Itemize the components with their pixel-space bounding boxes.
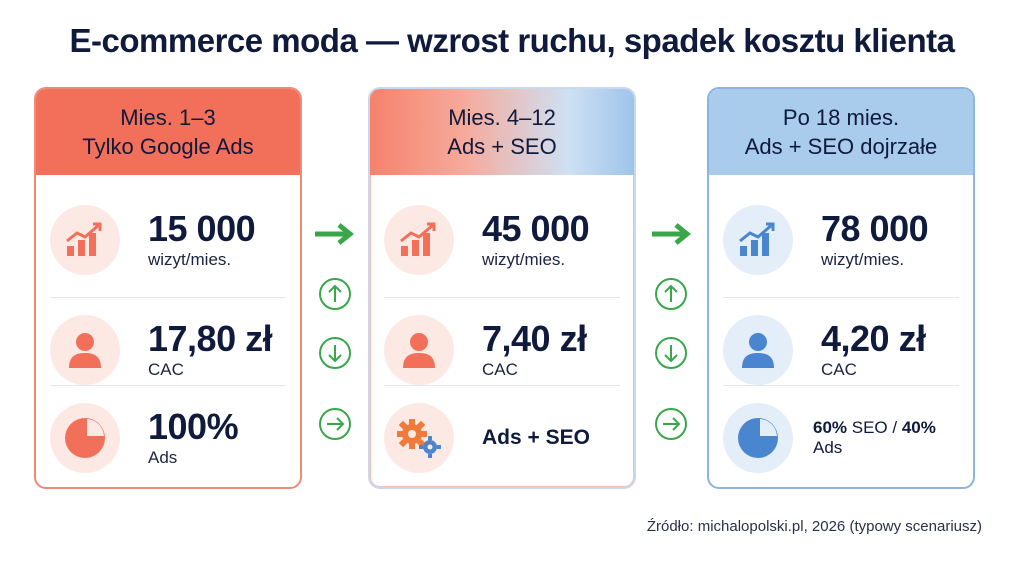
mix-label: Ads + SEO — [482, 426, 590, 449]
arrow-right-circle-icon — [319, 408, 351, 440]
gears-icon — [384, 403, 454, 473]
arrow-right-icon — [652, 223, 691, 245]
mix-ads-pct: 40% — [901, 418, 936, 437]
stage-strategy: Ads + SEO — [447, 134, 557, 159]
arrow-up-circle-icon — [655, 278, 687, 310]
visits-row: 15 000 wizyt/mies. — [50, 187, 286, 292]
visits-unit: wizyt/mies. — [482, 249, 566, 269]
arrow-down-circle-icon — [655, 337, 687, 369]
stage-strategy: Tylko Google Ads — [82, 134, 254, 159]
stage-card-1: Mies. 1–3 Tylko Google Ads 15 000 wizyt/… — [34, 87, 302, 489]
stage-period: Po 18 mies. — [782, 105, 900, 130]
user-icon — [50, 315, 120, 385]
arrow-right-circle-icon — [655, 408, 687, 440]
cac-row: 4,20 zł CAC — [723, 297, 959, 402]
visits-unit: wizyt/mies. — [148, 249, 232, 269]
visits-value: 45 000 — [482, 207, 590, 249]
stage-strategy: Ads + SEO dojrzałe — [744, 134, 938, 159]
stage-period: Mies. 1–3 — [120, 105, 216, 130]
arrow-up-circle-icon — [319, 278, 351, 310]
stage-header-2: Mies. 4–12 Ads + SEO — [370, 89, 634, 175]
arrow-down-circle-icon — [319, 337, 351, 369]
bar-chart-trend-icon — [50, 204, 120, 275]
cac-value: 4,20 zł — [821, 318, 926, 359]
cac-value: 7,40 zł — [482, 318, 587, 359]
cac-label: CAC — [148, 360, 184, 379]
mix-row: Ads + SEO — [384, 385, 620, 487]
page-title: E-commerce moda — wzrost ruchu, spadek k… — [69, 22, 955, 59]
cac-row: 17,80 zł CAC — [50, 297, 286, 402]
visits-unit: wizyt/mies. — [821, 249, 905, 269]
stage-period: Mies. 4–12 — [448, 105, 556, 130]
visits-value: 78 000 — [821, 207, 929, 249]
stage-card-2: Mies. 4–12 Ads + SEO 45 000 wizyt/mies. — [368, 87, 636, 489]
arrow-right-icon — [315, 223, 354, 245]
mix-seo-label: SEO / — [847, 418, 902, 437]
mix-ads-label: Ads — [813, 438, 843, 457]
mix-row: 100% Ads — [50, 385, 286, 487]
source-note: Źródło: michalopolski.pl, 2026 (typowy s… — [646, 518, 982, 535]
pie-chart-icon — [50, 403, 120, 473]
mix-label: Ads — [148, 448, 178, 467]
cac-label: CAC — [482, 360, 518, 379]
cac-value: 17,80 zł — [148, 318, 273, 359]
visits-value: 15 000 — [148, 207, 256, 249]
bar-chart-trend-icon — [723, 204, 793, 275]
stage-header-1: Mies. 1–3 Tylko Google Ads — [36, 89, 300, 175]
bar-chart-trend-icon — [384, 204, 454, 275]
mix-seo-pct: 60% — [813, 418, 848, 437]
cac-row: 7,40 zł CAC — [384, 297, 620, 402]
pie-chart-icon — [723, 403, 793, 473]
stage-header-3: Po 18 mies. Ads + SEO dojrzałe — [709, 89, 973, 175]
user-icon — [723, 315, 793, 385]
visits-row: 45 000 wizyt/mies. — [384, 187, 620, 292]
mix-value: 100% — [148, 406, 239, 447]
cac-label: CAC — [821, 360, 857, 379]
user-icon — [384, 315, 454, 385]
visits-row: 78 000 wizyt/mies. — [723, 187, 959, 292]
mix-split: 60% SEO / 40% Ads — [813, 418, 959, 458]
mix-row: 60% SEO / 40% Ads — [723, 385, 959, 487]
stage-card-3: Po 18 mies. Ads + SEO dojrzałe 78 000 wi… — [707, 87, 975, 489]
